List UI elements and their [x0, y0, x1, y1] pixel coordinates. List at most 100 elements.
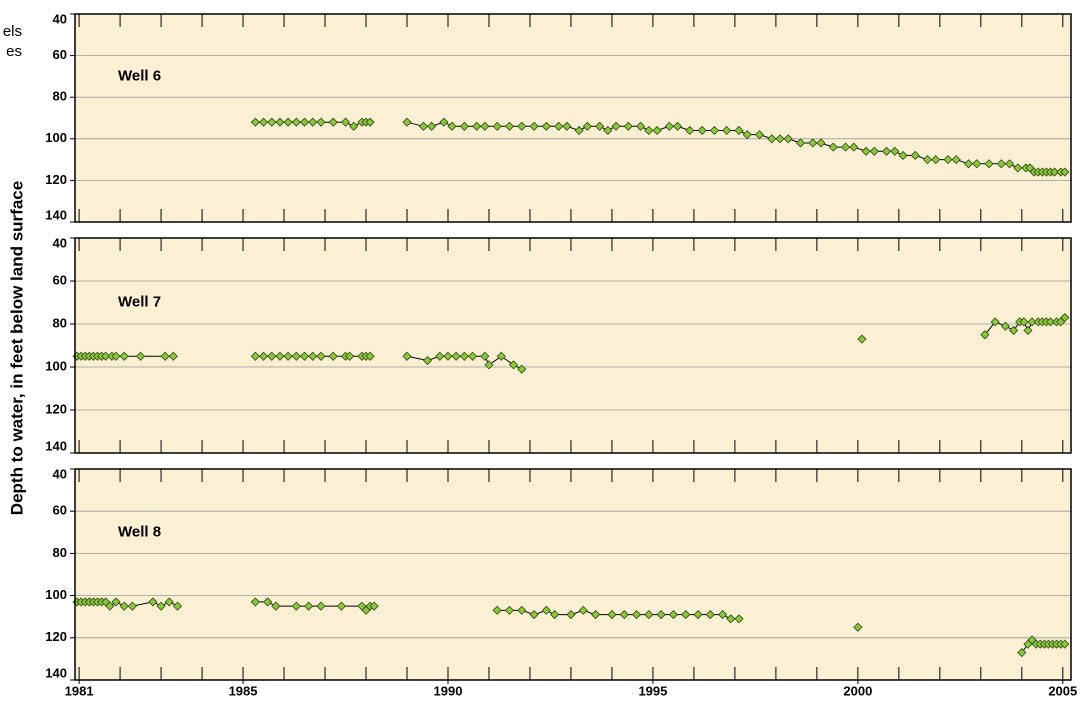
- data-point: [316, 601, 326, 611]
- data-point: [459, 351, 469, 361]
- data-point: [562, 121, 572, 131]
- data-point: [263, 597, 273, 607]
- data-point: [127, 601, 137, 611]
- data-point: [623, 121, 633, 131]
- data-point: [869, 146, 879, 156]
- data-point: [1009, 325, 1019, 336]
- data-point: [849, 142, 859, 152]
- data-point: [693, 610, 703, 620]
- data-point: [509, 360, 519, 370]
- data-point: [148, 597, 158, 607]
- data-point: [369, 601, 379, 611]
- x-tick-label: 1981: [65, 683, 94, 698]
- data-point: [697, 125, 707, 136]
- data-point: [529, 610, 539, 620]
- data-point: [931, 155, 941, 165]
- data-point: [578, 605, 588, 615]
- data-point: [1000, 321, 1010, 331]
- data-point: [619, 610, 629, 620]
- data-point: [1004, 159, 1015, 169]
- y-tick-label: 100: [45, 130, 67, 145]
- y-tick-label: 80: [53, 89, 67, 104]
- data-point: [517, 364, 527, 374]
- data-point: [951, 155, 961, 165]
- data-point: [734, 125, 744, 136]
- data-point: [1027, 317, 1037, 327]
- data-point: [480, 351, 490, 361]
- data-point: [271, 601, 281, 611]
- y-tick-label: 100: [45, 587, 67, 602]
- data-point: [250, 597, 260, 607]
- data-point: [853, 622, 863, 632]
- annotation: es: [6, 43, 22, 60]
- data-point: [299, 351, 310, 361]
- data-point: [541, 605, 551, 615]
- y-tick-label: 80: [53, 315, 67, 330]
- data-point: [990, 317, 1000, 327]
- y-tick-label: 60: [53, 272, 67, 287]
- data-point: [504, 605, 515, 615]
- data-point: [258, 117, 269, 127]
- data-point: [767, 134, 777, 144]
- data-point: [119, 351, 129, 361]
- data-point: [160, 351, 170, 361]
- data-point: [447, 121, 457, 131]
- data-point: [111, 597, 121, 607]
- data-point: [816, 138, 826, 148]
- data-point: [972, 159, 982, 169]
- plot-background: [75, 14, 1071, 222]
- data-point: [980, 330, 990, 340]
- data-point: [996, 159, 1006, 169]
- data-point: [435, 351, 445, 361]
- data-point: [595, 121, 605, 131]
- y-tick-label: 60: [53, 47, 67, 62]
- data-point: [775, 134, 785, 144]
- data-point: [611, 121, 621, 131]
- data-point: [517, 605, 527, 615]
- data-point: [459, 121, 469, 131]
- data-point: [1019, 317, 1029, 327]
- data-point: [308, 117, 318, 127]
- data-point: [590, 610, 601, 620]
- data-point: [365, 117, 375, 127]
- data-point: [517, 121, 527, 131]
- data-point: [484, 360, 494, 370]
- data-point: [308, 351, 318, 361]
- data-point: [328, 117, 338, 127]
- data-point: [250, 117, 260, 127]
- data-point: [636, 121, 646, 131]
- data-point: [574, 125, 584, 136]
- data-point: [299, 117, 310, 127]
- data-point: [258, 351, 269, 361]
- data-point: [275, 351, 285, 361]
- data-point: [418, 121, 428, 131]
- y-tick-label: 60: [53, 503, 67, 518]
- plot-background: [75, 238, 1071, 453]
- data-point: [828, 142, 838, 152]
- data-point: [267, 117, 277, 127]
- data-point: [422, 355, 433, 366]
- data-point: [451, 351, 461, 361]
- data-point: [603, 125, 613, 136]
- data-point: [722, 125, 732, 136]
- plot-frame: [74, 237, 1072, 454]
- data-point: [963, 159, 974, 169]
- data-point: [291, 117, 301, 127]
- x-tick-label: 2000: [843, 683, 872, 698]
- y-tick-label: 140: [45, 438, 67, 453]
- data-point: [1017, 648, 1027, 658]
- x-tick-label: 1985: [229, 683, 258, 698]
- plot-frame: [74, 468, 1072, 681]
- data-point: [136, 351, 146, 361]
- x-tick-label: 1995: [638, 683, 667, 698]
- y-tick-label: 140: [45, 207, 67, 222]
- data-point: [1060, 639, 1070, 649]
- data-point: [607, 610, 617, 620]
- data-point: [472, 121, 482, 131]
- y-tick-label: 40: [53, 235, 67, 250]
- data-point: [283, 351, 293, 361]
- data-point: [291, 601, 301, 611]
- data-point: [1045, 317, 1056, 327]
- data-point: [111, 351, 121, 361]
